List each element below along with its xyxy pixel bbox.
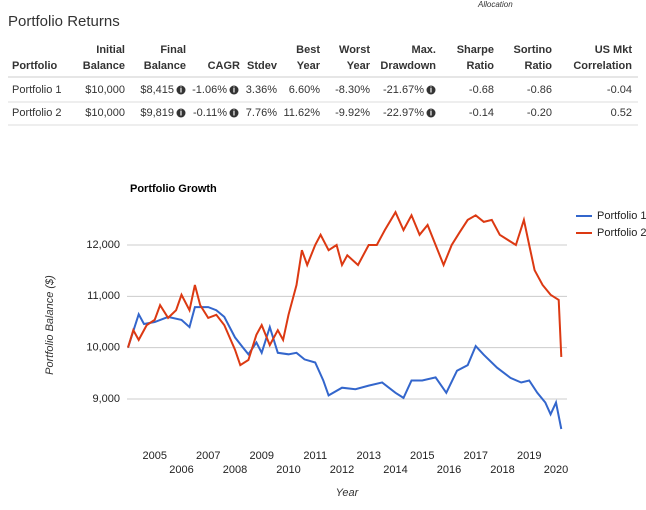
- table-cell: -22.97%: [383, 107, 424, 119]
- y-tick-label: 12,000: [86, 239, 120, 251]
- tab-label[interactable]: Allocation: [477, 0, 513, 9]
- table-cell: 7.76%: [246, 107, 277, 119]
- column-header: Portfolio: [12, 60, 57, 72]
- x-tick-label: 2008: [223, 464, 247, 476]
- table-cell: 11.62%: [284, 107, 321, 119]
- column-header: Max.: [412, 44, 436, 56]
- info-icon-glyph: i: [180, 109, 182, 118]
- table-cell: -0.14: [469, 107, 494, 119]
- column-header: CAGR: [208, 60, 240, 72]
- column-header: Year: [347, 60, 371, 72]
- table-cell: -9.92%: [335, 107, 370, 119]
- info-icon-glyph: i: [430, 109, 432, 118]
- info-icon-glyph: i: [233, 86, 235, 95]
- table-cell: -8.30%: [335, 84, 370, 96]
- column-header: Initial: [96, 44, 125, 56]
- column-header: Ratio: [525, 60, 553, 72]
- column-header: Worst: [339, 44, 370, 56]
- column-header: Drawdown: [380, 60, 436, 72]
- info-icon: [229, 85, 239, 95]
- column-header: Stdev: [247, 60, 278, 72]
- x-tick-label: 2020: [544, 464, 568, 476]
- chart-title: Portfolio Growth: [130, 183, 217, 195]
- x-tick-label: 2005: [143, 450, 167, 462]
- column-header: Correlation: [573, 60, 632, 72]
- column-header: Balance: [144, 60, 186, 72]
- x-tick-label: 2014: [383, 464, 407, 476]
- column-header: Ratio: [467, 60, 495, 72]
- x-tick-label: 2017: [463, 450, 487, 462]
- x-tick-label: 2009: [250, 450, 274, 462]
- x-tick-label: 2018: [490, 464, 514, 476]
- x-tick-label: 2011: [303, 450, 327, 462]
- x-tick-label: 2012: [330, 464, 354, 476]
- y-axis-title: Portfolio Balance ($): [44, 275, 56, 375]
- x-axis-title: Year: [336, 487, 360, 499]
- table-cell: $8,415: [140, 84, 174, 96]
- info-icon: [426, 108, 436, 118]
- column-header: US Mkt: [595, 44, 633, 56]
- column-header: Year: [297, 60, 321, 72]
- series-line: [127, 210, 563, 367]
- table-cell: -21.67%: [383, 84, 424, 96]
- table-cell: -0.86: [527, 84, 552, 96]
- y-tick-label: 11,000: [87, 290, 120, 302]
- section-title: Portfolio Returns: [8, 13, 120, 30]
- x-tick-label: 2013: [356, 450, 380, 462]
- x-tick-label: 2006: [169, 464, 193, 476]
- table-cell: -1.06%: [192, 84, 227, 96]
- table-cell: -0.20: [527, 107, 552, 119]
- info-icon: [176, 85, 186, 95]
- column-header: Sharpe: [457, 44, 494, 56]
- x-tick-label: 2016: [437, 464, 461, 476]
- column-header: Balance: [83, 60, 125, 72]
- table-cell: $10,000: [85, 107, 125, 119]
- table-cell: -0.04: [607, 84, 632, 96]
- table-cell: -0.68: [469, 84, 494, 96]
- table-cell: $10,000: [85, 84, 125, 96]
- info-icon: [229, 108, 239, 118]
- info-icon-glyph: i: [180, 86, 182, 95]
- x-tick-label: 2019: [517, 450, 541, 462]
- table-cell: $9,819: [140, 107, 174, 119]
- x-tick-label: 2010: [276, 464, 300, 476]
- table-cell: 0.52: [611, 107, 632, 119]
- legend-label: Portfolio 2: [597, 227, 646, 239]
- x-tick-label: 2015: [410, 450, 434, 462]
- column-header: Sortino: [514, 44, 553, 56]
- info-icon-glyph: i: [233, 109, 235, 118]
- info-icon: [176, 108, 186, 118]
- y-tick-label: 10,000: [86, 342, 120, 354]
- info-icon-glyph: i: [430, 86, 432, 95]
- x-tick-label: 2007: [196, 450, 220, 462]
- y-tick-label: 9,000: [92, 393, 120, 405]
- table-cell: 6.60%: [289, 84, 320, 96]
- info-icon: [426, 85, 436, 95]
- column-header: Best: [296, 44, 320, 56]
- table-cell: Portfolio 1: [12, 84, 62, 96]
- legend-label: Portfolio 1: [597, 210, 646, 222]
- table-cell: 3.36%: [246, 84, 277, 96]
- table-cell: -0.11%: [193, 107, 227, 119]
- column-header: Final: [160, 44, 186, 56]
- table-cell: Portfolio 2: [12, 107, 62, 119]
- series-line: [127, 306, 563, 430]
